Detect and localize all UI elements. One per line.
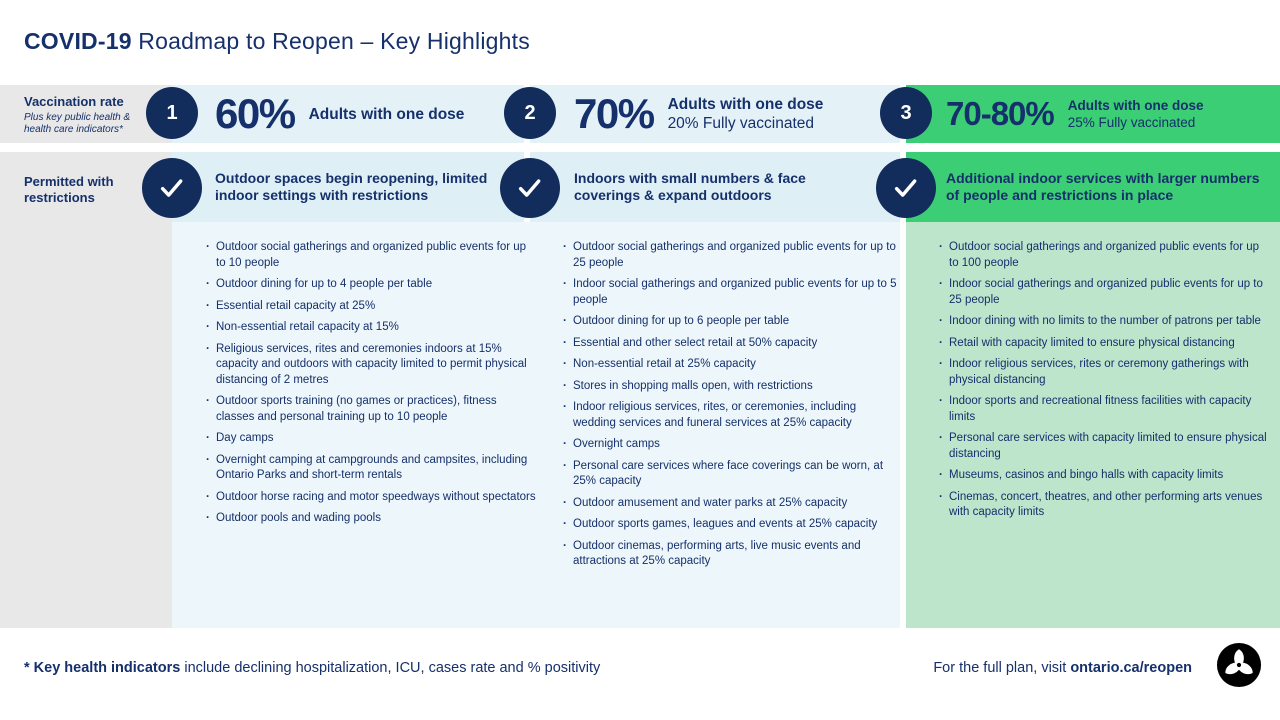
step2-dose-labels: Adults with one dose 20% Fully vaccinate… (668, 95, 824, 133)
bullet-item: Outdoor amusement and water parks at 25%… (562, 496, 900, 512)
step2-number: 2 (524, 101, 536, 124)
step2-restrictions-list: Outdoor social gatherings and organized … (562, 240, 900, 576)
bullet-item: Retail with capacity limited to ensure p… (938, 336, 1270, 352)
bullet-item: Outdoor horse racing and motor speedways… (205, 490, 537, 506)
title-rest: Roadmap to Reopen – Key Highlights (131, 28, 530, 54)
bullet-item: Non-essential retail at 25% capacity (562, 357, 900, 373)
step3-permitted-band (906, 152, 1280, 222)
step2-percent: 70% (574, 90, 655, 137)
step2-dose-line1: Adults with one dose (667, 96, 824, 113)
note-bold: * Key health indicators (24, 660, 181, 676)
step3-dose-labels: Adults with one dose 25% Fully vaccinate… (1068, 97, 1204, 131)
checkmark-icon (894, 179, 917, 197)
step1-dose-labels: Adults with one dose (309, 105, 465, 124)
bullet-item: Non-essential retail capacity at 15% (205, 320, 537, 336)
step3-dose-line1: Adults with one dose (1067, 98, 1204, 113)
step3-check-badge (876, 158, 936, 218)
bullet-item: Stores in shopping malls open, with rest… (562, 379, 900, 395)
step2-dose-line2: 20% Fully vaccinated (667, 115, 815, 132)
full-plan-callout: For the full plan, visit ontario.ca/reop… (933, 660, 1192, 676)
step2-number-badge: 2 (504, 87, 556, 139)
step2-bullet-list: Outdoor social gatherings and organized … (562, 240, 900, 570)
permitted-with-restrictions-label: Permitted with restrictions (24, 174, 114, 205)
bullet-item: Day camps (205, 431, 537, 447)
bullet-item: Personal care services where face coveri… (562, 459, 900, 490)
bullet-item: Outdoor sports games, leagues and events… (562, 517, 900, 533)
step1-number-badge: 1 (146, 87, 198, 139)
bullet-item: Indoor dining with no limits to the numb… (938, 314, 1270, 330)
step1-restrictions-list: Outdoor social gatherings and organized … (205, 240, 537, 533)
step1-dose-line1: Adults with one dose (308, 105, 465, 123)
sidebar-permitted-panel: Permitted with restrictions (0, 152, 172, 628)
bullet-item: Overnight camping at campgrounds and cam… (205, 453, 537, 484)
step3-permitted-header: Additional indoor services with larger n… (946, 170, 1260, 203)
step2-vaccination-band (530, 85, 900, 143)
step3-number-badge: 3 (880, 87, 932, 139)
bullet-item: Outdoor social gatherings and organized … (938, 240, 1270, 271)
sidebar-vaccination-panel: Vaccination rate Plus key public health … (0, 85, 172, 143)
step3-dose-line2: 25% Fully vaccinated (1067, 115, 1196, 130)
bullet-item: Outdoor dining for up to 6 people per ta… (562, 314, 900, 330)
bullet-item: Outdoor social gatherings and organized … (205, 240, 537, 271)
bullet-item: Outdoor pools and wading pools (205, 511, 537, 527)
bullet-item: Museums, casinos and bingo halls with ca… (938, 468, 1270, 484)
bullet-item: Indoor religious services, rites or cere… (938, 357, 1270, 388)
step3-bullet-list: Outdoor social gatherings and organized … (938, 240, 1270, 521)
plan-link[interactable]: ontario.ca/reopen (1070, 660, 1192, 676)
step1-number: 1 (166, 101, 178, 124)
bullet-item: Indoor sports and recreational fitness f… (938, 394, 1270, 425)
bullet-item: Personal care services with capacity lim… (938, 431, 1270, 462)
bullet-item: Essential and other select retail at 50%… (562, 336, 900, 352)
bullet-item: Outdoor cinemas, performing arts, live m… (562, 539, 900, 570)
ontario-trillium-logo (1216, 642, 1262, 688)
step3-percent: 70-80% (946, 95, 1055, 132)
bullet-item: Indoor social gatherings and organized p… (938, 277, 1270, 308)
step1-vaccination-band (172, 85, 524, 143)
step3-number: 3 (900, 101, 912, 124)
step2-check-badge (500, 158, 560, 218)
trillium-icon (1216, 642, 1262, 688)
bullet-item: Indoor religious services, rites, or cer… (562, 400, 900, 431)
checkmark-icon (160, 179, 183, 197)
step1-vaccination-stats: 60% Adults with one dose (215, 85, 464, 143)
step3-vaccination-stats: 70-80% Adults with one dose 25% Fully va… (946, 85, 1204, 143)
plan-prefix: For the full plan, visit (933, 660, 1071, 676)
step1-check-badge (142, 158, 202, 218)
step1-permitted-band (172, 152, 524, 222)
step2-permitted-band (530, 152, 900, 222)
step2-vaccination-stats: 70% Adults with one dose 20% Fully vacci… (574, 85, 823, 143)
bullet-item: Outdoor sports training (no games or pra… (205, 394, 537, 425)
step3-restrictions-list: Outdoor social gatherings and organized … (938, 240, 1270, 527)
key-health-indicators-note: * Key health indicators include declinin… (24, 660, 600, 676)
bullet-item: Indoor social gatherings and organized p… (562, 277, 900, 308)
title-covid: COVID-19 (24, 28, 132, 54)
bullet-item: Outdoor dining for up to 4 people per ta… (205, 277, 537, 293)
step1-bullet-list: Outdoor social gatherings and organized … (205, 240, 537, 527)
bullet-item: Religious services, rites and ceremonies… (205, 342, 537, 389)
step3-vaccination-band (906, 85, 1280, 143)
bullet-item: Outdoor social gatherings and organized … (562, 240, 900, 271)
step1-permitted-header: Outdoor spaces begin reopening, limited … (215, 170, 488, 203)
vaccination-rate-label: Vaccination rate (24, 94, 124, 109)
note-rest: include declining hospitalization, ICU, … (180, 660, 601, 676)
page-title: COVID-19 Roadmap to Reopen – Key Highlig… (24, 28, 530, 55)
bullet-item: Overnight camps (562, 437, 900, 453)
step2-permitted-header: Indoors with small numbers & face coveri… (574, 170, 806, 203)
bullet-item: Essential retail capacity at 25% (205, 299, 537, 315)
checkmark-icon (518, 179, 541, 197)
bullet-item: Cinemas, concert, theatres, and other pe… (938, 490, 1270, 521)
vaccination-rate-subnote: Plus key public health & health care ind… (24, 112, 131, 135)
step1-percent: 60% (215, 90, 296, 137)
